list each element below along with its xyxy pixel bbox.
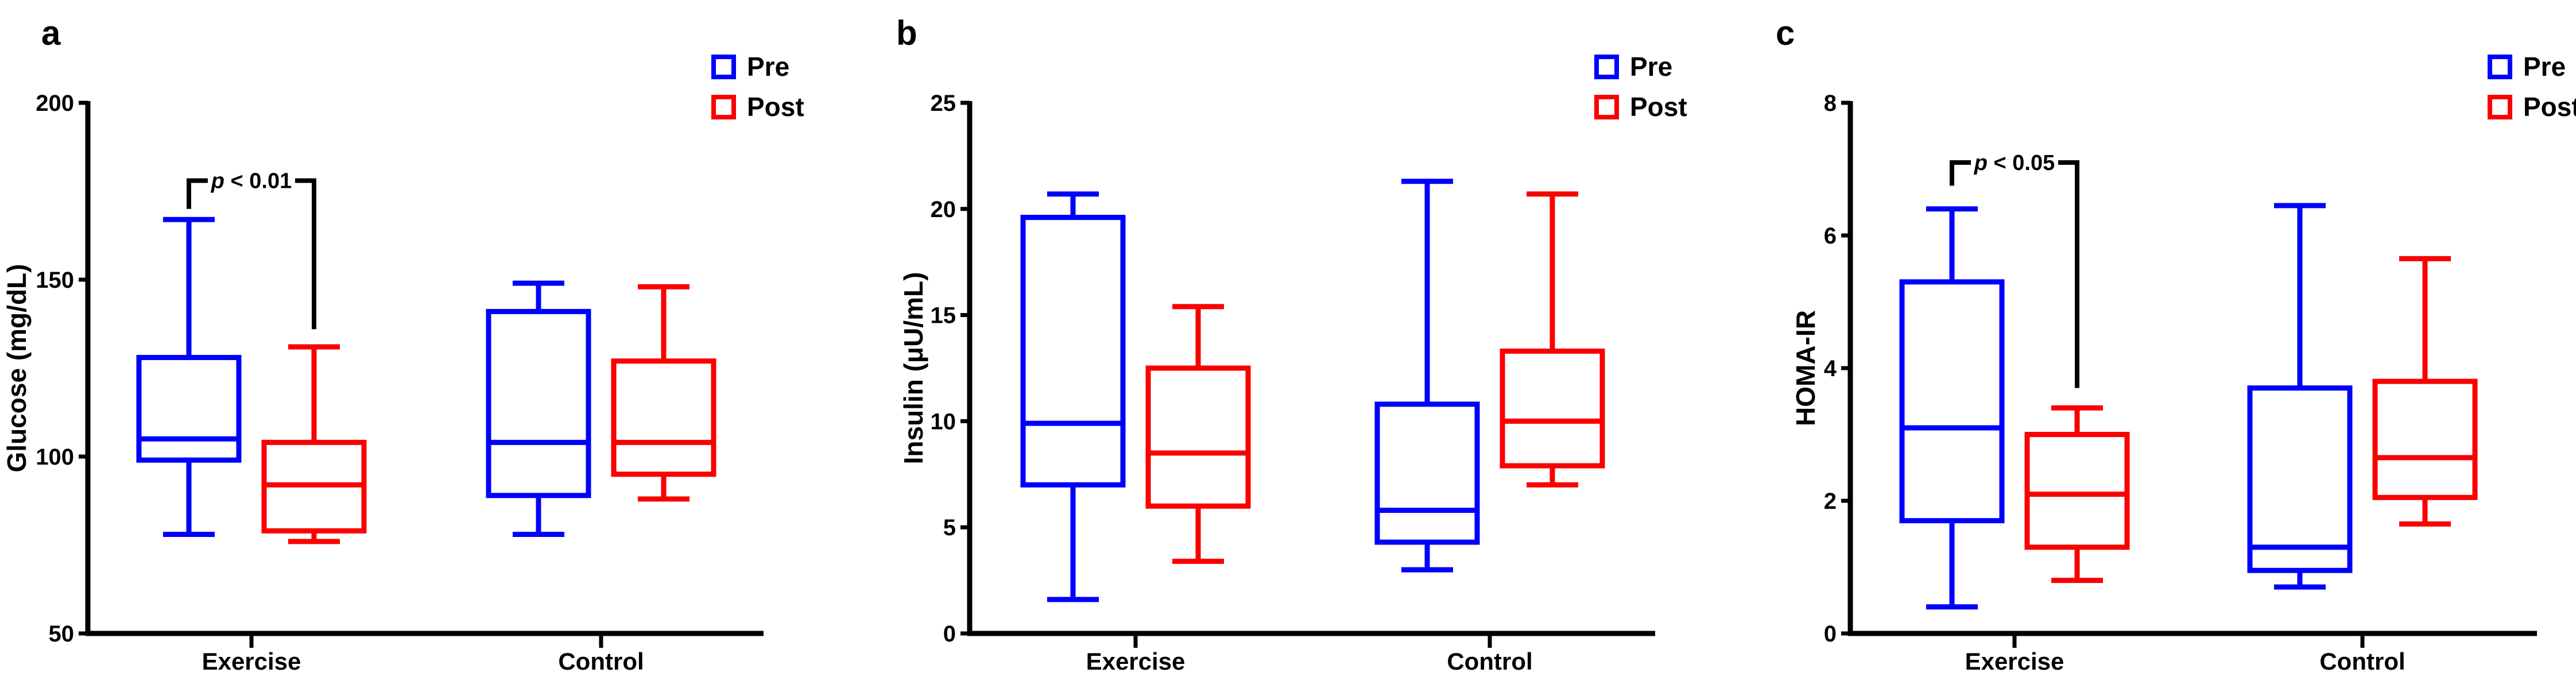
legend-label-pre: Pre [1630,52,1672,82]
legend-swatch-post-icon [2488,95,2512,119]
y-axis-title: Glucose (mg/dL) [2,264,32,473]
y-tick-label: 15 [931,303,956,328]
y-tick-label: 20 [931,197,956,222]
legend-swatch-post-icon [1594,95,1619,119]
boxplot-exercise-post-box [1145,365,1251,509]
x-tick-label: Control [2319,648,2405,675]
y-axis-title: HOMA-IR [1791,310,1820,426]
y-tick-label: 8 [1824,91,1837,116]
y-tick-label: 5 [943,515,956,540]
panel-b: b Pre Post 0 5 10 15 20 25 Insulin (μU/mL) Exercis… [896,14,1687,675]
y-tick-label: 50 [49,621,75,647]
y-tick-label: 4 [1824,356,1837,381]
y-tick-label: 0 [1824,621,1837,647]
x-tick-label: Control [558,648,644,675]
y-tick-label: 200 [36,91,74,116]
x-tick-label: Exercise [1086,648,1186,675]
legend-label-post: Post [2523,92,2576,122]
legend-swatch-pre-icon [2488,55,2512,79]
boxplot-control-post-box [611,358,716,477]
boxplot-control-pre-box [486,308,591,498]
y-tick-label: 2 [1824,489,1837,514]
boxplot-exercise-pre-box [1020,215,1126,488]
boxplot-control-pre-box [2247,385,2353,573]
x-tick-label: Exercise [1965,648,2064,675]
boxplot-exercise-pre-box [136,355,242,463]
panel-letter: b [896,14,917,52]
y-tick-label: 0 [943,621,956,647]
boxplot-control-pre-box [1374,401,1480,545]
boxplot-control-post-box [2372,378,2478,500]
panel-letter: a [41,14,61,52]
y-tick-label: 10 [931,409,956,434]
legend-swatch-post-icon [711,95,736,119]
y-tick-label: 6 [1824,223,1837,249]
boxplot-control-post-box [1500,348,1605,469]
panel-c: c Pre Post 0 2 4 6 8 HOMA-IR Exercise Control p < 0… [1776,14,2576,675]
boxplot-exercise-post-box [2024,432,2130,550]
legend-label-post: Post [747,92,804,122]
y-tick-label: 25 [931,91,956,116]
panel-a: a Pre Post 50 100 150 200 Glucose (mg/dL) Exerci… [2,14,804,675]
x-tick-label: Control [1447,648,1532,675]
legend-label-pre: Pre [747,52,789,82]
legend-swatch-pre-icon [1594,55,1619,79]
significance-label: p < 0.05 [1974,151,2055,175]
y-axis-title: Insulin (μU/mL) [898,272,928,465]
legend-label-pre: Pre [2523,52,2566,82]
legend-swatch-pre-icon [711,55,736,79]
y-tick-label: 100 [36,445,74,470]
legend-label-post: Post [1630,92,1687,122]
significance-label: p < 0.01 [211,169,292,194]
panel-letter: c [1776,14,1795,52]
boxplot-exercise-pre-box [1899,279,2005,524]
y-tick-label: 150 [36,268,74,293]
x-tick-label: Exercise [202,648,301,675]
